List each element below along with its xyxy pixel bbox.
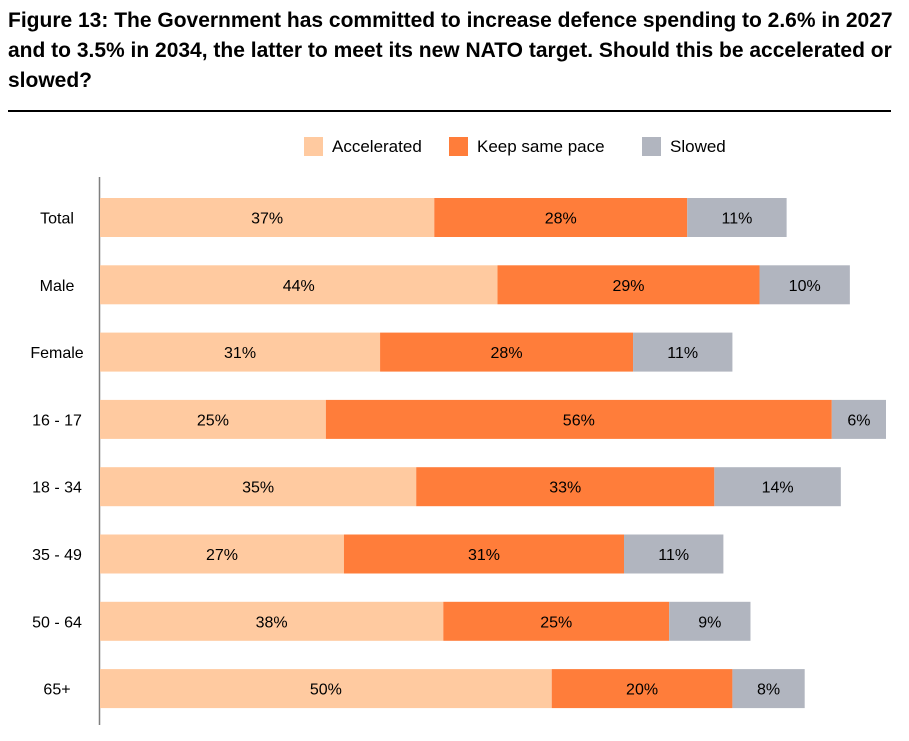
bar-accelerated-50-64 <box>100 601 444 641</box>
category-label-35-49: 35 - 49 <box>32 547 82 564</box>
bar-slowed-18-34 <box>714 467 841 507</box>
data-label-accelerated-18-34: 35% <box>242 480 274 497</box>
category-label-50-64: 50 - 64 <box>32 614 82 631</box>
category-label-18-34: 18 - 34 <box>32 480 82 497</box>
category-label-male: Male <box>40 278 75 295</box>
data-label-accelerated-16-17: 25% <box>197 412 229 429</box>
data-label-accelerated-male: 44% <box>283 278 315 295</box>
bar-accelerated-35-49 <box>100 534 344 574</box>
data-label-keep-same-pace-female: 28% <box>491 345 523 362</box>
category-label-total: Total <box>40 211 74 228</box>
bar-accelerated-65 <box>100 669 552 709</box>
bar-slowed-65 <box>732 669 805 709</box>
data-label-slowed-65: 8% <box>757 682 780 699</box>
data-label-keep-same-pace-50-64: 25% <box>540 614 572 631</box>
bar-slowed-male <box>759 265 850 305</box>
data-label-slowed-18-34: 14% <box>762 480 794 497</box>
category-label-65: 65+ <box>43 682 70 699</box>
bar-slowed-female <box>633 332 733 372</box>
bar-keep-same-pace-female <box>380 332 634 372</box>
bar-accelerated-male <box>100 265 498 305</box>
bar-keep-same-pace-35-49 <box>343 534 624 574</box>
bars: Total 37% 28% 11% Male 44% 29% 10% Female 31% 28% 1… <box>30 198 886 709</box>
bar-accelerated-total <box>100 198 435 237</box>
data-label-keep-same-pace-18-34: 33% <box>549 480 581 497</box>
chart-title: Figure 13: The Government has committed … <box>8 9 893 92</box>
bar-keep-same-pace-50-64 <box>443 601 670 641</box>
data-label-keep-same-pace-male: 29% <box>613 278 645 295</box>
bar-keep-same-pace-18-34 <box>416 467 715 507</box>
bar-accelerated-18-34 <box>100 467 417 507</box>
data-label-slowed-16-17: 6% <box>847 412 870 429</box>
bar-slowed-16-17 <box>831 399 886 439</box>
data-label-slowed-male: 10% <box>789 278 821 295</box>
legend-swatch-accelerated <box>304 137 323 156</box>
data-label-slowed-50-64: 9% <box>698 614 721 631</box>
bar-slowed-50-64 <box>669 601 751 641</box>
bar-accelerated-female <box>100 332 381 372</box>
legend-label-slowed: Slowed <box>670 137 726 156</box>
data-label-accelerated-50-64: 38% <box>256 614 288 631</box>
bar-slowed-35-49 <box>624 534 724 574</box>
data-label-accelerated-35-49: 27% <box>206 547 238 564</box>
data-label-accelerated-female: 31% <box>224 345 256 362</box>
bar-keep-same-pace-65 <box>551 669 733 709</box>
bar-keep-same-pace-male <box>497 265 760 305</box>
data-label-keep-same-pace-65: 20% <box>626 682 658 699</box>
legend-swatch-keep-same-pace <box>449 137 468 156</box>
legend-swatch-slowed <box>642 137 661 156</box>
data-label-accelerated-65: 50% <box>310 682 342 699</box>
bar-keep-same-pace-total <box>434 198 688 237</box>
category-label-16-17: 16 - 17 <box>32 412 82 429</box>
legend-label-accelerated: Accelerated <box>332 137 422 156</box>
data-label-slowed-35-49: 11% <box>658 547 689 564</box>
data-label-slowed-total: 11% <box>722 211 753 228</box>
category-label-female: Female <box>30 345 83 362</box>
title-divider <box>8 110 891 112</box>
legend: Accelerated Keep same pace Slowed <box>304 137 726 156</box>
data-label-accelerated-total: 37% <box>251 211 283 228</box>
bar-accelerated-16-17 <box>100 399 326 439</box>
data-label-keep-same-pace-35-49: 31% <box>468 547 500 564</box>
data-label-keep-same-pace-16-17: 56% <box>563 412 595 429</box>
data-label-slowed-female: 11% <box>667 345 698 362</box>
legend-label-keep-same-pace: Keep same pace <box>477 137 605 156</box>
bar-slowed-total <box>687 198 787 237</box>
data-label-keep-same-pace-total: 28% <box>545 211 577 228</box>
bar-keep-same-pace-16-17 <box>325 399 832 439</box>
